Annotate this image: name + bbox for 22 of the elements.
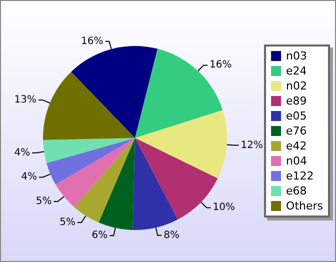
legend-label: e122 xyxy=(286,170,314,182)
data-label: 8% xyxy=(164,230,180,241)
legend-label: n03 xyxy=(286,50,308,62)
legend-label: e89 xyxy=(286,94,307,108)
data-label: 12% xyxy=(240,140,263,151)
legend-label: n04 xyxy=(286,154,308,168)
data-label: 5% xyxy=(36,196,52,208)
legend-label: e05 xyxy=(286,110,307,122)
legend-label: e42 xyxy=(286,140,307,152)
data-label: 16% xyxy=(81,36,104,47)
legend-label: n02 xyxy=(286,80,308,92)
data-label: 6% xyxy=(92,230,108,242)
data-label: 4% xyxy=(14,147,30,158)
data-label: 10% xyxy=(212,202,235,214)
legend-label: e24 xyxy=(286,64,307,78)
legend-label: Others xyxy=(286,200,324,212)
data-label: 16% xyxy=(210,60,232,71)
data-label: 13% xyxy=(14,94,37,106)
legend-label: e76 xyxy=(286,124,307,138)
data-label: 5% xyxy=(60,216,76,228)
data-label: 4% xyxy=(21,172,38,183)
legend-label: e68 xyxy=(286,184,307,198)
